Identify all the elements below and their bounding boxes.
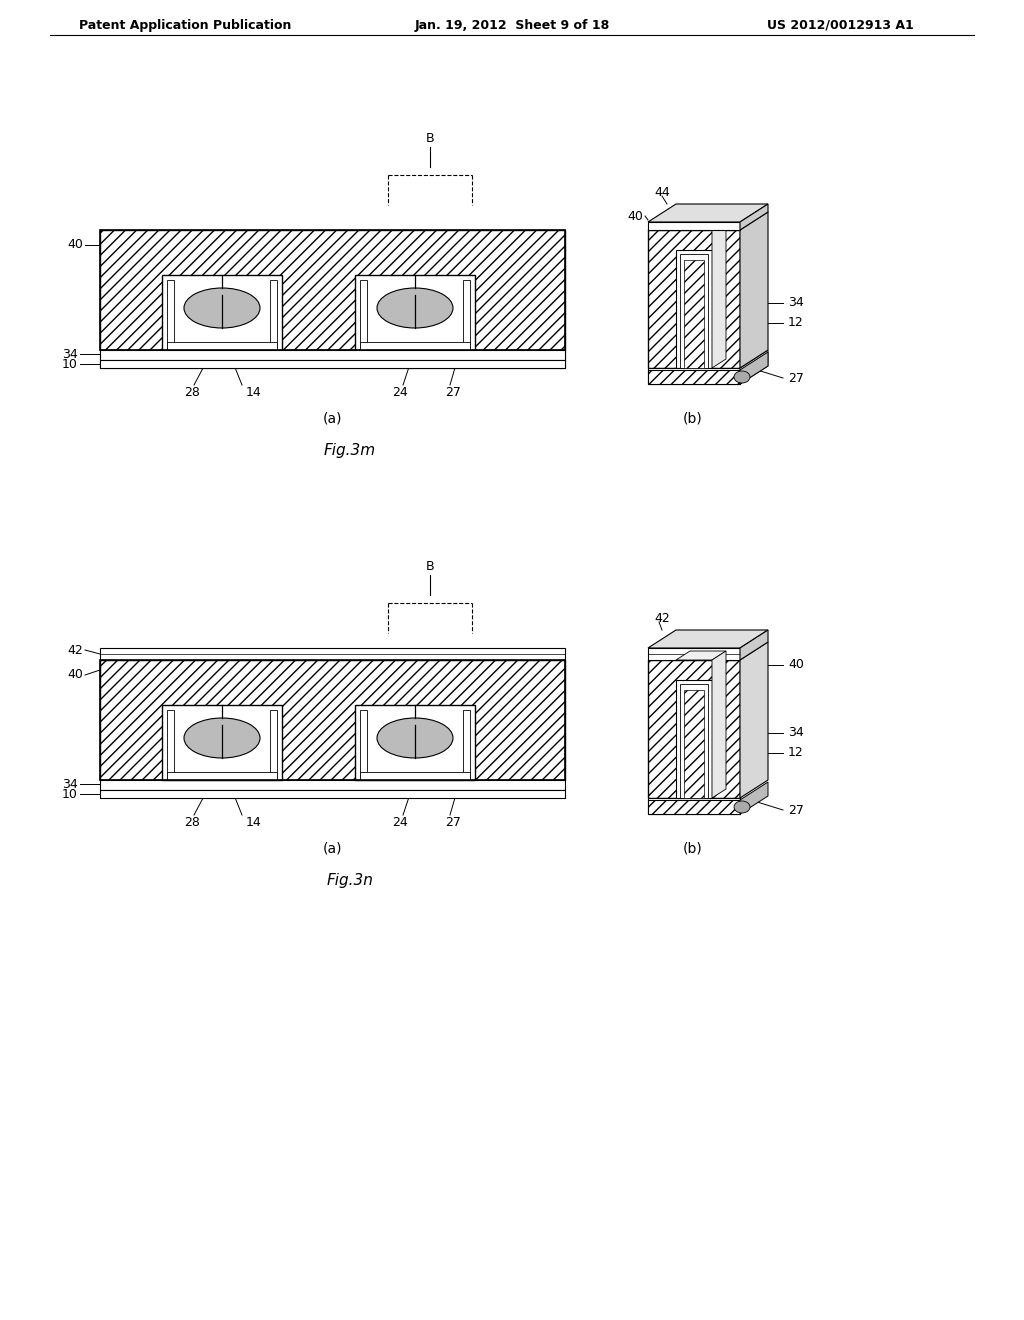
Text: B: B [426, 561, 434, 573]
Bar [100, 660, 565, 780]
Bar [167, 772, 278, 780]
Ellipse shape [734, 371, 750, 383]
Bar [167, 342, 278, 350]
Text: 34: 34 [62, 347, 78, 360]
Bar [100, 789, 565, 799]
Bar [648, 807, 740, 814]
Polygon shape [740, 350, 768, 384]
Ellipse shape [734, 801, 750, 813]
Bar [100, 780, 565, 789]
Text: Jan. 19, 2012  Sheet 9 of 18: Jan. 19, 2012 Sheet 9 of 18 [415, 18, 609, 32]
Bar [648, 376, 740, 384]
Text: (b): (b) [683, 841, 702, 855]
Text: 40: 40 [627, 210, 643, 223]
Bar [167, 280, 174, 350]
Polygon shape [712, 651, 726, 799]
Bar [648, 648, 740, 660]
Bar [360, 772, 470, 780]
Bar [680, 684, 708, 799]
Text: 10: 10 [62, 788, 78, 800]
Text: 28: 28 [184, 816, 200, 829]
Text: (a): (a) [323, 411, 342, 425]
Text: 14: 14 [246, 385, 262, 399]
Bar [648, 799, 740, 807]
Text: 42: 42 [68, 644, 83, 656]
Text: (b): (b) [683, 411, 702, 425]
Text: 34: 34 [788, 297, 804, 309]
Text: US 2012/0012913 A1: US 2012/0012913 A1 [767, 18, 913, 32]
Text: 40: 40 [68, 239, 83, 252]
Text: 27: 27 [788, 804, 804, 817]
Text: 44: 44 [654, 186, 670, 198]
Bar [355, 275, 475, 350]
Text: 34: 34 [62, 777, 78, 791]
Text: 34: 34 [788, 726, 804, 739]
Bar [648, 230, 740, 368]
Polygon shape [648, 205, 768, 222]
Text: 12: 12 [788, 317, 804, 330]
Text: 42: 42 [654, 611, 670, 624]
Bar [648, 800, 740, 814]
Bar [360, 342, 470, 350]
Bar [676, 249, 712, 368]
Bar [270, 280, 278, 350]
Bar [162, 705, 282, 780]
Bar [100, 648, 565, 660]
Text: 14: 14 [246, 816, 262, 829]
Text: 40: 40 [788, 659, 804, 672]
Polygon shape [676, 220, 726, 230]
Text: 27: 27 [788, 371, 804, 384]
Bar [680, 253, 708, 368]
Text: 12: 12 [788, 747, 804, 759]
Polygon shape [740, 630, 768, 660]
Bar [676, 680, 712, 799]
Polygon shape [740, 781, 768, 814]
Text: 27: 27 [445, 816, 461, 829]
Bar [648, 222, 740, 230]
Ellipse shape [377, 718, 453, 758]
Bar [167, 710, 174, 780]
Text: 24: 24 [392, 816, 408, 829]
Ellipse shape [184, 288, 260, 327]
Text: (a): (a) [323, 841, 342, 855]
Ellipse shape [377, 288, 453, 327]
Text: Patent Application Publication: Patent Application Publication [79, 18, 291, 32]
Text: 10: 10 [62, 358, 78, 371]
Polygon shape [712, 220, 726, 368]
Text: Fig.3n: Fig.3n [327, 873, 374, 887]
Bar [360, 280, 367, 350]
Bar [355, 705, 475, 780]
Bar [100, 360, 565, 368]
Polygon shape [740, 352, 768, 384]
Bar [100, 350, 565, 360]
Polygon shape [740, 205, 768, 230]
Polygon shape [740, 213, 768, 368]
Text: 40: 40 [68, 668, 83, 681]
Text: Fig.3m: Fig.3m [324, 442, 376, 458]
Bar [648, 368, 740, 376]
Bar [360, 710, 367, 780]
Bar [100, 350, 565, 360]
Text: 24: 24 [392, 385, 408, 399]
Bar [100, 230, 565, 350]
Bar [463, 710, 470, 780]
Ellipse shape [184, 718, 260, 758]
Bar [162, 275, 282, 350]
Bar [270, 710, 278, 780]
Bar [100, 360, 565, 368]
Text: 27: 27 [445, 385, 461, 399]
Polygon shape [676, 651, 726, 660]
Bar [648, 370, 740, 384]
Polygon shape [740, 642, 768, 799]
Bar [648, 660, 740, 799]
Bar [684, 260, 705, 368]
Polygon shape [648, 213, 768, 230]
Bar [684, 690, 705, 799]
Polygon shape [648, 630, 768, 648]
Bar [100, 230, 565, 350]
Text: 28: 28 [184, 385, 200, 399]
Bar [463, 280, 470, 350]
Text: B: B [426, 132, 434, 145]
Bar [100, 660, 565, 780]
